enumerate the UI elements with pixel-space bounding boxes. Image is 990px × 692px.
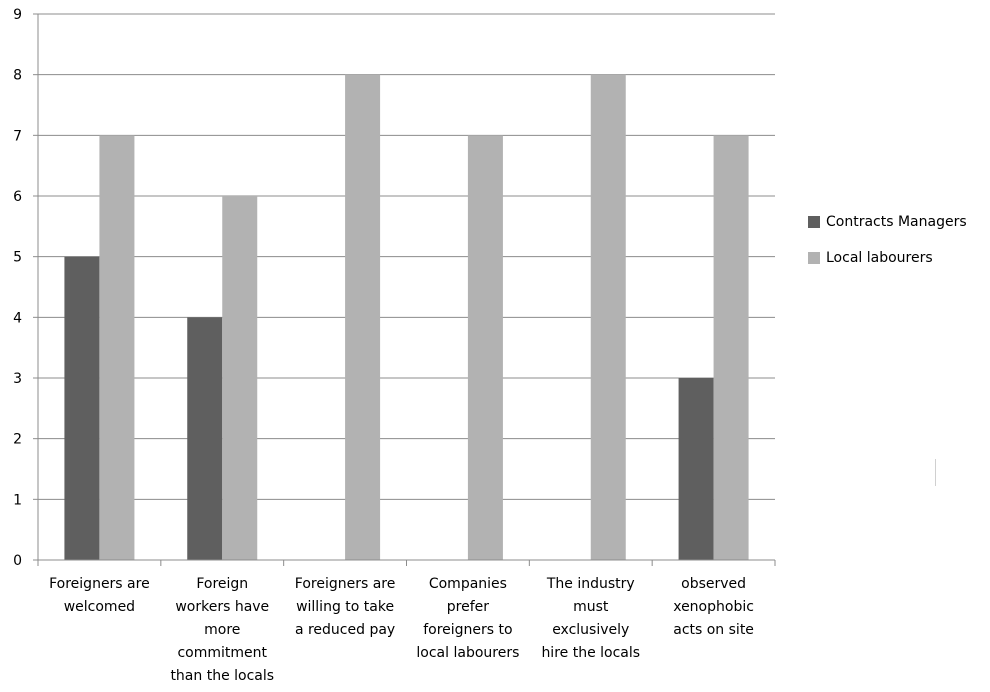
bar-local-labourers [590, 74, 626, 561]
legend-item-local-labourers: Local labourers [808, 248, 967, 268]
x-category-label-line: workers have [175, 599, 270, 615]
x-category-label: The industry must exclusively hire the loca… [530, 573, 652, 665]
x-category-label-line: willing to take [296, 599, 395, 615]
bars [64, 74, 749, 561]
y-tick-label: 8 [13, 68, 22, 84]
x-category-label: observed xenophobic acts on site [653, 573, 775, 642]
legend: Contracts Managers Local labourers [808, 212, 967, 284]
x-category-label-line: Companies [428, 576, 507, 592]
y-tick-label: 6 [13, 189, 22, 205]
x-category-label-line: commitment [177, 645, 268, 661]
bar-local-labourers [345, 74, 381, 561]
x-category-label: Foreigners are welcomed [38, 573, 160, 619]
y-tick-label: 9 [13, 7, 22, 23]
y-tick-label: 3 [13, 371, 22, 387]
x-category-label-line: a reduced pay [294, 622, 396, 638]
axes [33, 13, 776, 566]
bar-local-labourers [713, 135, 749, 561]
x-category-label-line: observed [681, 576, 747, 592]
x-category-label-line: hire the locals [541, 645, 641, 661]
legend-item-contracts-managers: Contracts Managers [808, 212, 967, 232]
x-category-label-line: Foreigners are [49, 576, 150, 592]
y-tick-label: 2 [13, 432, 22, 448]
legend-swatch-contracts-managers [808, 216, 820, 228]
x-category-label-line: acts on site [673, 622, 754, 638]
x-category-label-line: welcomed [63, 599, 136, 615]
x-category-label-line: must [573, 599, 609, 615]
y-tick-label: 5 [13, 250, 22, 266]
y-tick-label: 0 [13, 553, 22, 569]
x-category-label-line: Foreigners are [294, 576, 396, 592]
gridlines [38, 13, 775, 500]
x-category-label-line: prefer [446, 599, 490, 615]
legend-label-contracts-managers: Contracts Managers [826, 214, 967, 230]
x-category-label-line: The industry [546, 576, 635, 592]
x-category-label-line: local labourers [416, 645, 520, 661]
x-category-label: Companies prefer foreigners to local labour… [407, 573, 529, 665]
legend-swatch-local-labourers [808, 252, 820, 264]
bar-local-labourers [99, 135, 135, 561]
y-tick-label: 1 [13, 492, 22, 508]
x-category-label-line: xenophobic [673, 599, 754, 615]
x-category-label-line: Foreign [196, 576, 249, 592]
y-tick-label: 4 [13, 310, 22, 326]
x-category-label-line: more [204, 622, 241, 638]
x-category-label-line: than the locals [170, 668, 275, 684]
legend-label-local-labourers: Local labourers [826, 250, 933, 266]
bar-contracts-managers [187, 317, 223, 560]
x-category-label-line: exclusively [552, 622, 630, 638]
y-tick-label: 7 [13, 128, 22, 144]
bar-contracts-managers [678, 378, 714, 560]
x-category-label: Foreign workers have more commitment than th… [161, 573, 283, 688]
y-tick-labels: 0 1 2 3 4 5 6 7 8 9 [13, 7, 22, 569]
x-category-label: Foreigners are willing to take a reduced p… [284, 573, 406, 642]
stray-mark [935, 459, 936, 486]
bar-local-labourers [222, 196, 258, 560]
bar-contracts-managers [64, 256, 100, 560]
x-category-label-line: foreigners to [423, 622, 513, 638]
bar-local-labourers [467, 135, 503, 561]
